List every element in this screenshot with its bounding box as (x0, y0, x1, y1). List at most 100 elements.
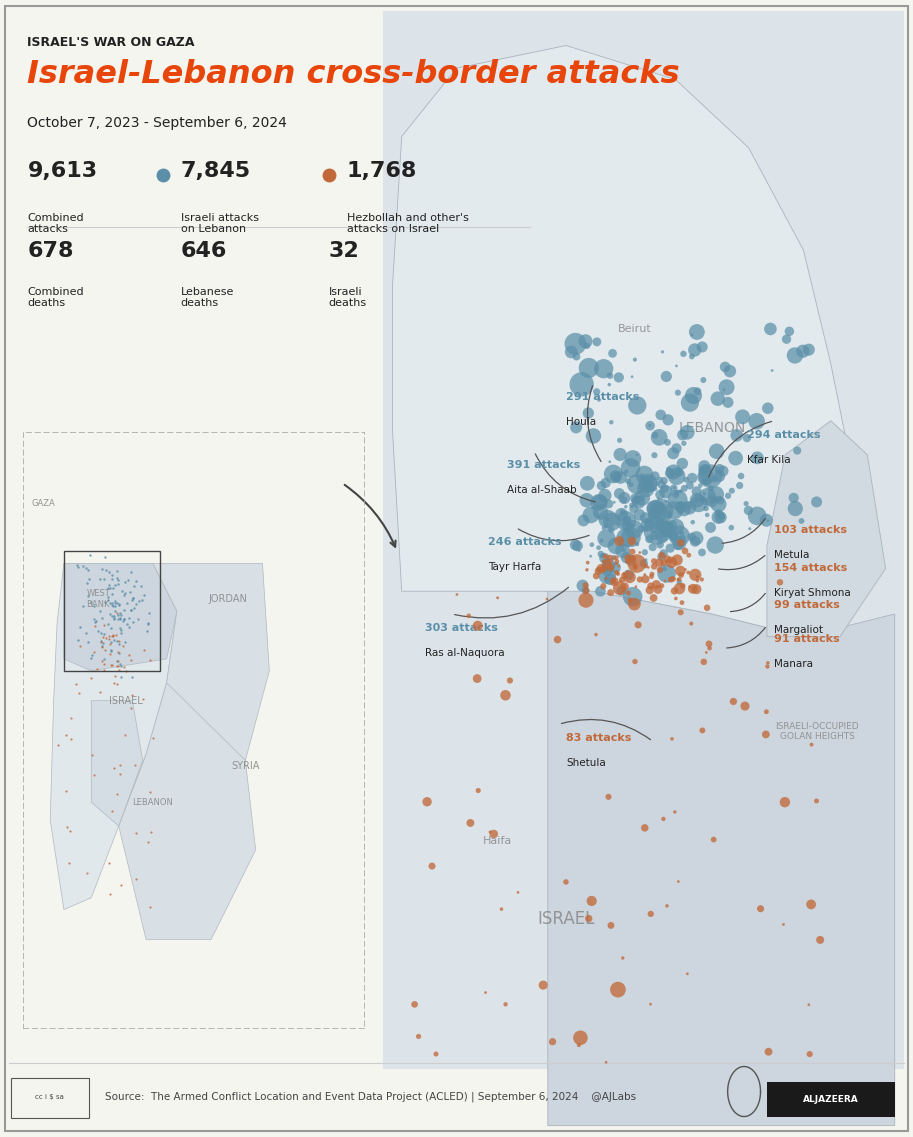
Point (69, 556, 84, 574)
Point (594, 476, 609, 495)
Point (687, 532, 702, 550)
Point (673, 482, 687, 500)
Text: 391 attacks: 391 attacks (507, 460, 580, 471)
Point (670, 491, 685, 509)
Point (672, 580, 687, 598)
Point (592, 493, 606, 512)
Point (665, 730, 679, 748)
Point (143, 898, 158, 916)
Point (683, 393, 698, 412)
Point (658, 483, 673, 501)
Point (729, 449, 743, 467)
Point (615, 571, 630, 589)
Polygon shape (548, 568, 895, 1126)
Point (88, 616, 102, 634)
Point (614, 582, 629, 600)
Point (803, 1045, 817, 1063)
Point (105, 802, 120, 820)
Polygon shape (119, 682, 256, 939)
Point (661, 506, 676, 524)
Polygon shape (50, 564, 177, 910)
Point (580, 491, 594, 509)
Point (656, 342, 670, 360)
Point (568, 536, 582, 554)
Point (685, 468, 699, 487)
Point (80, 587, 95, 605)
Point (708, 536, 722, 554)
Point (646, 520, 661, 538)
Text: 91 attacks: 91 attacks (774, 634, 840, 645)
Point (666, 479, 681, 497)
Point (585, 498, 600, 516)
Point (100, 591, 115, 609)
Point (695, 460, 709, 479)
Point (652, 554, 666, 572)
Point (608, 558, 623, 576)
Point (668, 485, 683, 504)
Point (652, 498, 666, 516)
Point (110, 571, 125, 589)
Point (84, 592, 99, 611)
Point (87, 597, 101, 615)
Point (643, 581, 657, 599)
Point (603, 549, 617, 567)
Point (654, 548, 668, 566)
Point (753, 899, 768, 918)
Point (726, 692, 740, 711)
Point (105, 566, 120, 584)
Point (677, 542, 692, 561)
Point (681, 546, 696, 564)
Text: Beirut: Beirut (618, 324, 651, 334)
Point (686, 513, 700, 531)
Text: 678: 678 (27, 241, 74, 262)
Text: 103 attacks: 103 attacks (774, 525, 847, 536)
Point (761, 654, 775, 672)
Point (637, 465, 652, 483)
Point (617, 578, 632, 596)
Point (89, 612, 103, 630)
Point (601, 555, 615, 573)
Point (629, 555, 644, 573)
Point (690, 489, 705, 507)
Point (596, 578, 611, 596)
Point (677, 434, 691, 453)
Point (126, 613, 141, 631)
Point (107, 609, 121, 628)
Point (84, 669, 99, 687)
Point (108, 594, 122, 612)
Point (107, 575, 121, 594)
Point (678, 561, 693, 579)
Text: Ras al-Naquora: Ras al-Naquora (425, 648, 504, 658)
Point (82, 546, 97, 564)
Point (708, 471, 722, 489)
Polygon shape (91, 700, 142, 825)
Point (108, 597, 122, 615)
Point (809, 791, 824, 810)
Point (124, 650, 139, 669)
Text: WEST
BANK: WEST BANK (86, 589, 110, 609)
Point (664, 571, 678, 589)
Text: Israeli
deaths: Israeli deaths (329, 287, 367, 308)
Point (675, 594, 689, 612)
Point (103, 634, 118, 653)
Point (711, 504, 726, 522)
Text: Tayr Harfa: Tayr Harfa (488, 562, 541, 572)
Point (68, 675, 83, 694)
Point (63, 822, 78, 840)
Point (788, 347, 803, 365)
Point (112, 634, 127, 653)
Point (653, 536, 667, 554)
Point (87, 765, 101, 783)
Point (407, 995, 422, 1013)
Point (119, 662, 133, 680)
Point (593, 545, 608, 563)
Point (685, 528, 699, 546)
Point (420, 792, 435, 811)
Point (135, 590, 150, 608)
Point (141, 833, 155, 852)
Point (617, 566, 632, 584)
Point (122, 617, 137, 636)
Point (698, 463, 713, 481)
Point (695, 338, 709, 356)
Point (84, 648, 99, 666)
